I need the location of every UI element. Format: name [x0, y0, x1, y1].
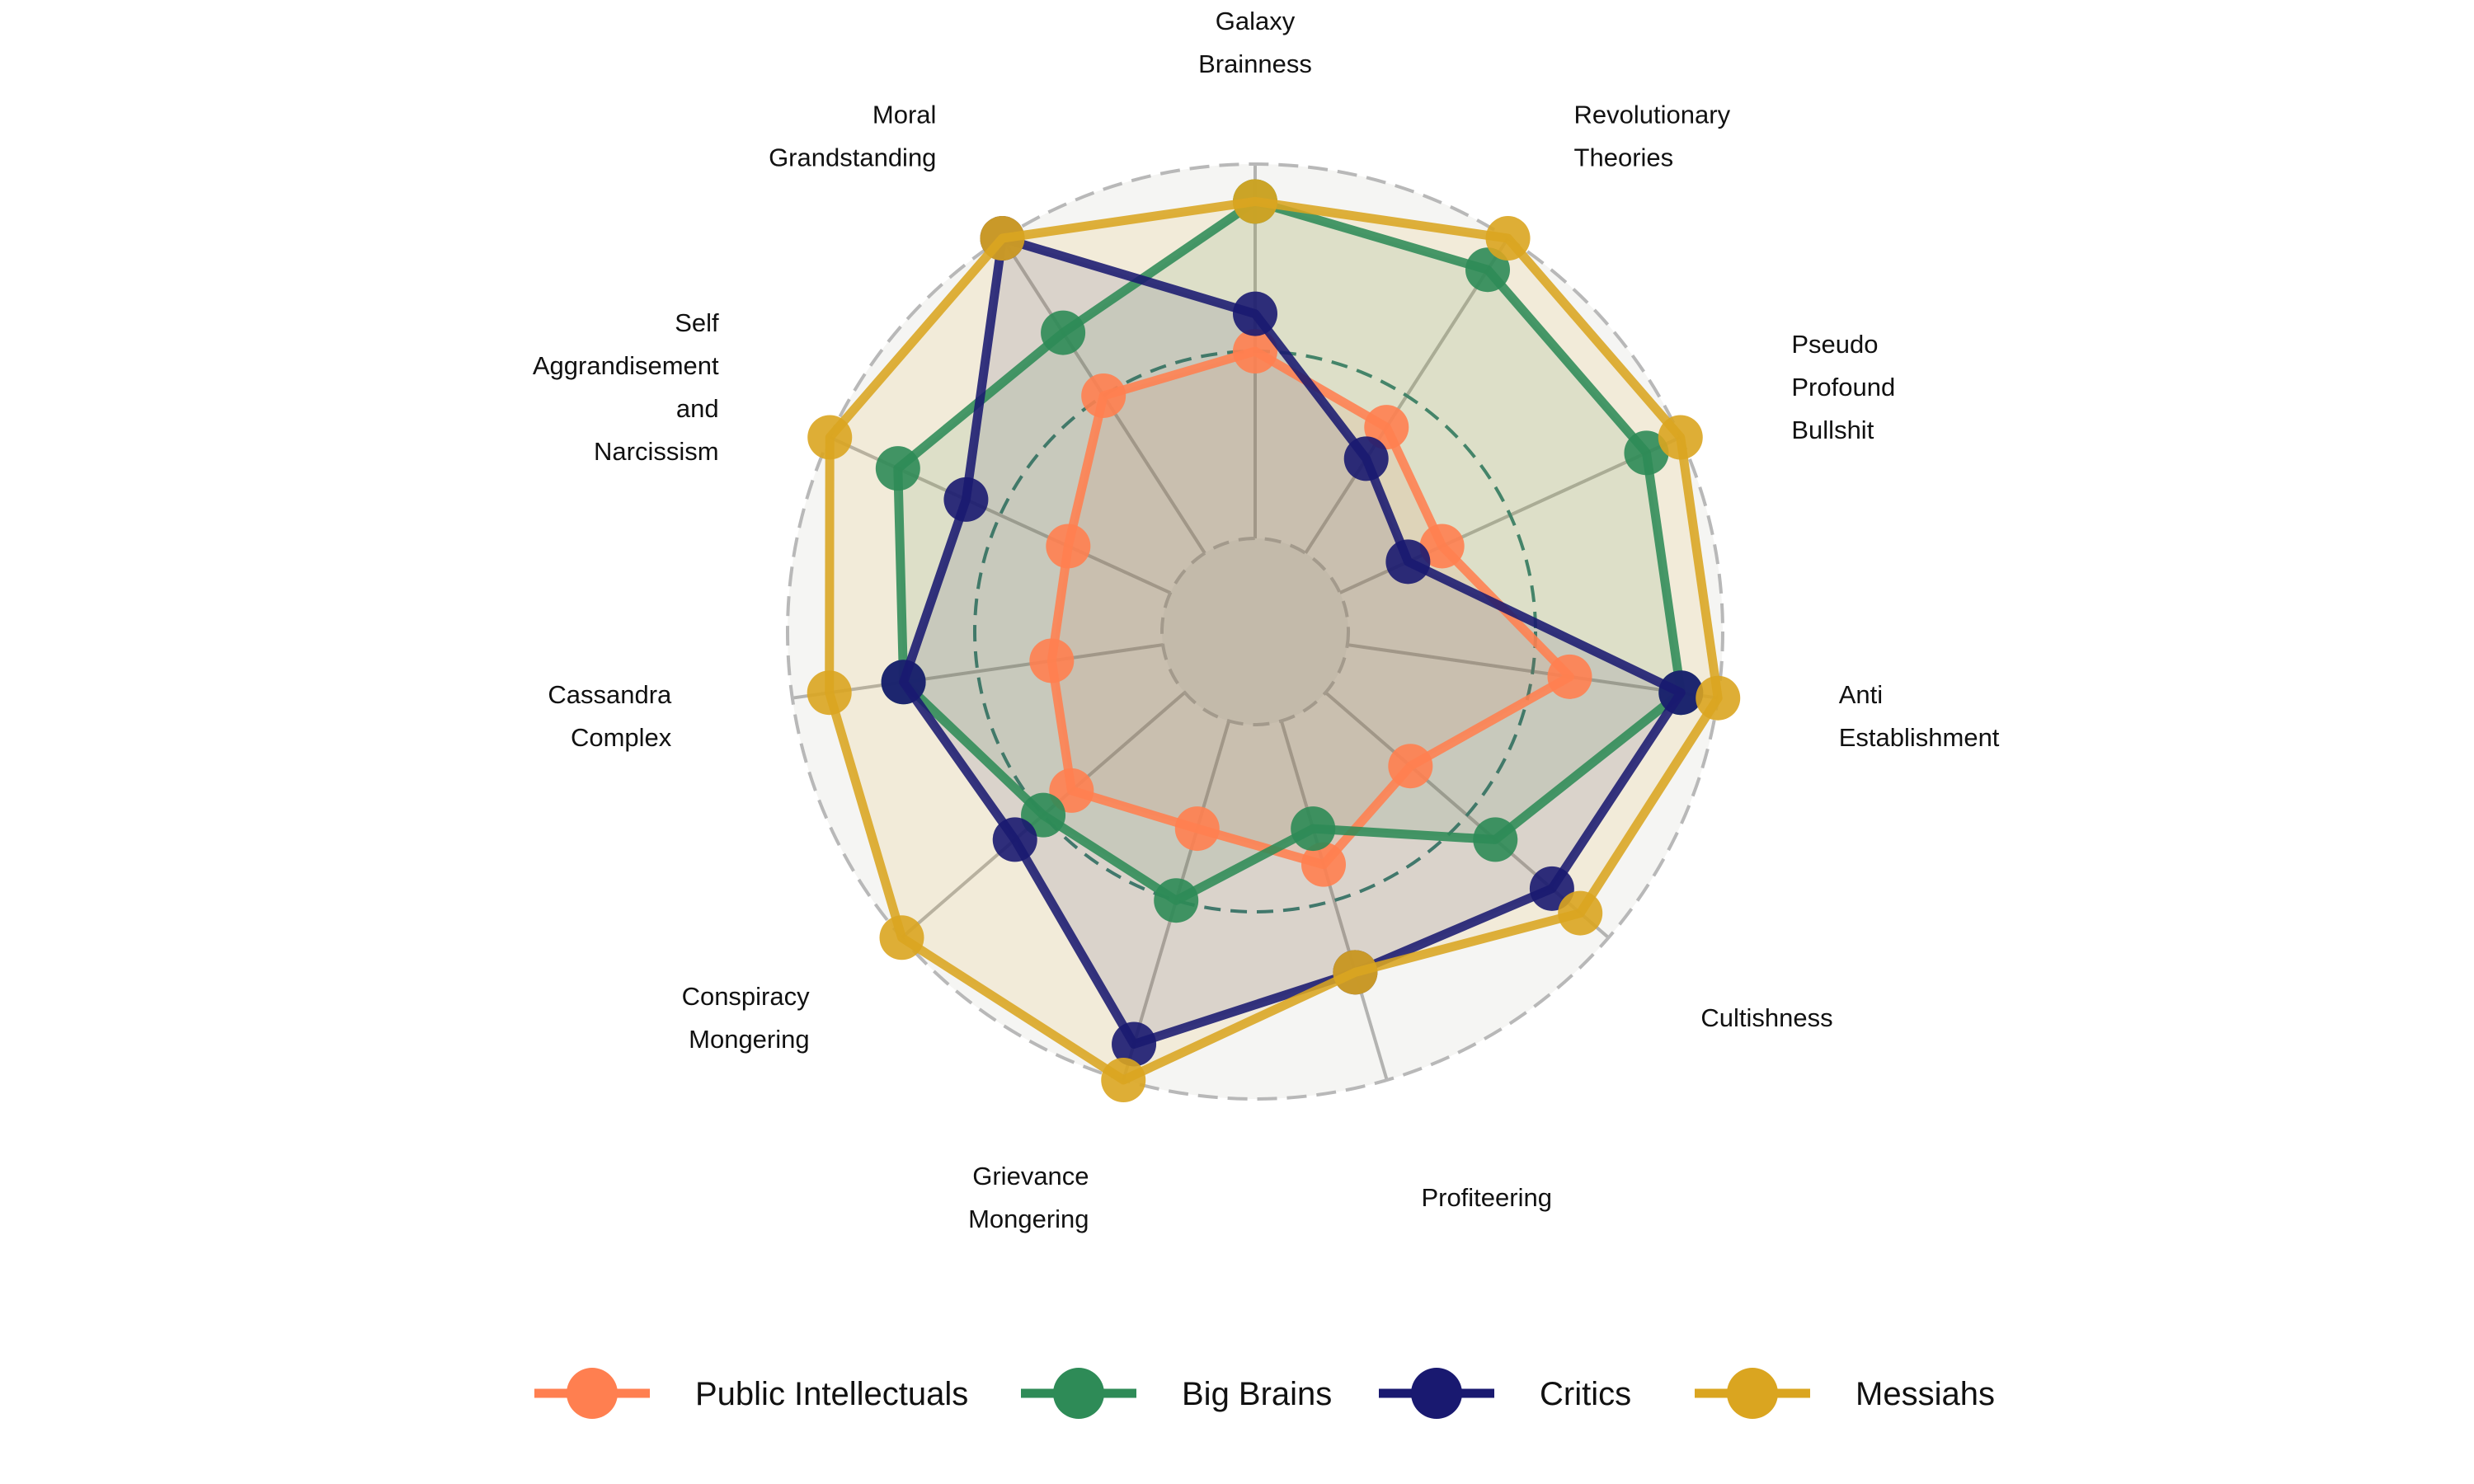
series-point	[943, 477, 989, 522]
inner-core-circle	[1160, 537, 1350, 726]
series-point	[1624, 430, 1669, 476]
spoke-line	[792, 643, 1164, 700]
legend-label: Critics	[1540, 1376, 1631, 1412]
series-point	[1485, 216, 1531, 261]
axis-label-line: Aggrandisement	[533, 351, 719, 380]
axis-label: Profiteering	[1421, 1183, 1552, 1212]
series-group	[1029, 329, 1592, 887]
series-point	[1547, 654, 1592, 699]
series-point	[1046, 524, 1091, 569]
axis-label-line: Brainness	[1198, 49, 1312, 78]
axis-label-line: Mongering	[689, 1025, 809, 1054]
series-point	[1473, 817, 1518, 862]
axis-label-line: Moral	[872, 101, 937, 129]
axis-label-line: Conspiracy	[682, 982, 811, 1011]
series-point	[879, 915, 924, 960]
series-line	[825, 196, 1723, 1085]
axis-label-line: Pseudo	[1791, 330, 1878, 359]
series-lines	[807, 179, 1741, 1103]
legend-marker	[1411, 1368, 1462, 1419]
outer-boundary-circle	[786, 162, 1724, 1101]
axis-labels: Galaxy Brainness Revolutionary Theories Pseu…	[533, 7, 2000, 1233]
axis-label: Pseudo Profound Bullshit	[1791, 330, 1895, 444]
series-point	[1658, 415, 1703, 460]
series-point	[1333, 950, 1378, 995]
series-line	[893, 196, 1686, 905]
axis-label: Self Aggrandisement and Narcissism	[533, 308, 719, 466]
legend-marker	[1053, 1368, 1104, 1419]
axis-label: Anti Establishment	[1839, 680, 2000, 752]
axis-label-line: Narcissism	[594, 437, 719, 466]
axis-label: Galaxy Brainness	[1198, 7, 1312, 78]
axis-label-line: Cassandra	[548, 680, 672, 709]
axis-label-line: Bullshit	[1791, 416, 1874, 444]
axis-label-line: Complex	[571, 723, 672, 752]
series-point	[1233, 179, 1277, 224]
series-point	[1465, 247, 1510, 293]
legend-label: Messiahs	[1856, 1376, 1995, 1412]
legend-label: Big Brains	[1182, 1376, 1332, 1412]
legend-marker	[567, 1368, 618, 1419]
axis-label-line: and	[676, 394, 719, 423]
series-point	[992, 817, 1037, 862]
series-point	[1300, 842, 1346, 887]
legend-label: Public Intellectuals	[695, 1376, 968, 1412]
axis-label-line: Grandstanding	[769, 143, 936, 172]
series-point	[881, 660, 926, 705]
axis-label-line: Cultishness	[1700, 1003, 1832, 1032]
legend: Public Intellectuals Big Brains Critics Mes…	[534, 1368, 1995, 1419]
series-point	[1029, 638, 1075, 683]
series-point	[1101, 1058, 1146, 1103]
series-point	[1343, 436, 1389, 481]
series-point	[875, 446, 920, 491]
legend-entry: Messiahs	[1695, 1368, 1995, 1419]
series-point	[1081, 373, 1126, 418]
series-point	[980, 216, 1025, 261]
axis-label: Conspiracy Mongering	[682, 982, 811, 1054]
series-point	[807, 670, 852, 716]
legend-entry: Big Brains	[1021, 1368, 1332, 1419]
axis-label: Grievance Mongering	[968, 1162, 1089, 1233]
legend-entry: Public Intellectuals	[534, 1368, 968, 1419]
series-point	[1174, 806, 1220, 852]
axis-label-line: Galaxy	[1216, 7, 1296, 35]
series-area	[1051, 351, 1570, 865]
axis-label: Moral Grandstanding	[769, 101, 936, 172]
axis-label-line: Anti	[1839, 680, 1883, 709]
axis-label-line: Grievance	[972, 1162, 1089, 1190]
series-point	[1112, 1021, 1157, 1067]
axis-label: Cultishness	[1700, 1003, 1832, 1032]
series-point	[1419, 524, 1465, 569]
axis-label-line: Revolutionary	[1574, 101, 1731, 129]
series-point	[1558, 890, 1603, 936]
axis-label-line: Mongering	[968, 1205, 1089, 1233]
legend-marker	[1727, 1368, 1778, 1419]
axis-label: Cassandra Complex	[548, 680, 672, 752]
series-point	[1041, 310, 1086, 355]
axis-label-line: Establishment	[1839, 723, 2000, 752]
spoke-line	[1279, 720, 1389, 1081]
series-point	[1233, 291, 1277, 336]
series-point	[1658, 670, 1704, 716]
legend-entry: Critics	[1379, 1368, 1631, 1419]
series-point	[1364, 405, 1409, 450]
axis-label-line: Profiteering	[1421, 1183, 1552, 1212]
series-point	[1696, 675, 1741, 721]
axis-label-line: Theories	[1574, 143, 1674, 172]
series-group	[807, 179, 1741, 1103]
axis-label: Revolutionary Theories	[1574, 101, 1731, 172]
series-point	[1233, 329, 1277, 373]
series-point	[1388, 744, 1433, 789]
axis-label-line: Self	[675, 308, 719, 337]
axis-label-line: Profound	[1791, 373, 1895, 402]
series-point	[807, 415, 853, 460]
series-point	[1291, 806, 1336, 852]
series-point	[1385, 539, 1431, 585]
series-point	[1154, 878, 1199, 923]
